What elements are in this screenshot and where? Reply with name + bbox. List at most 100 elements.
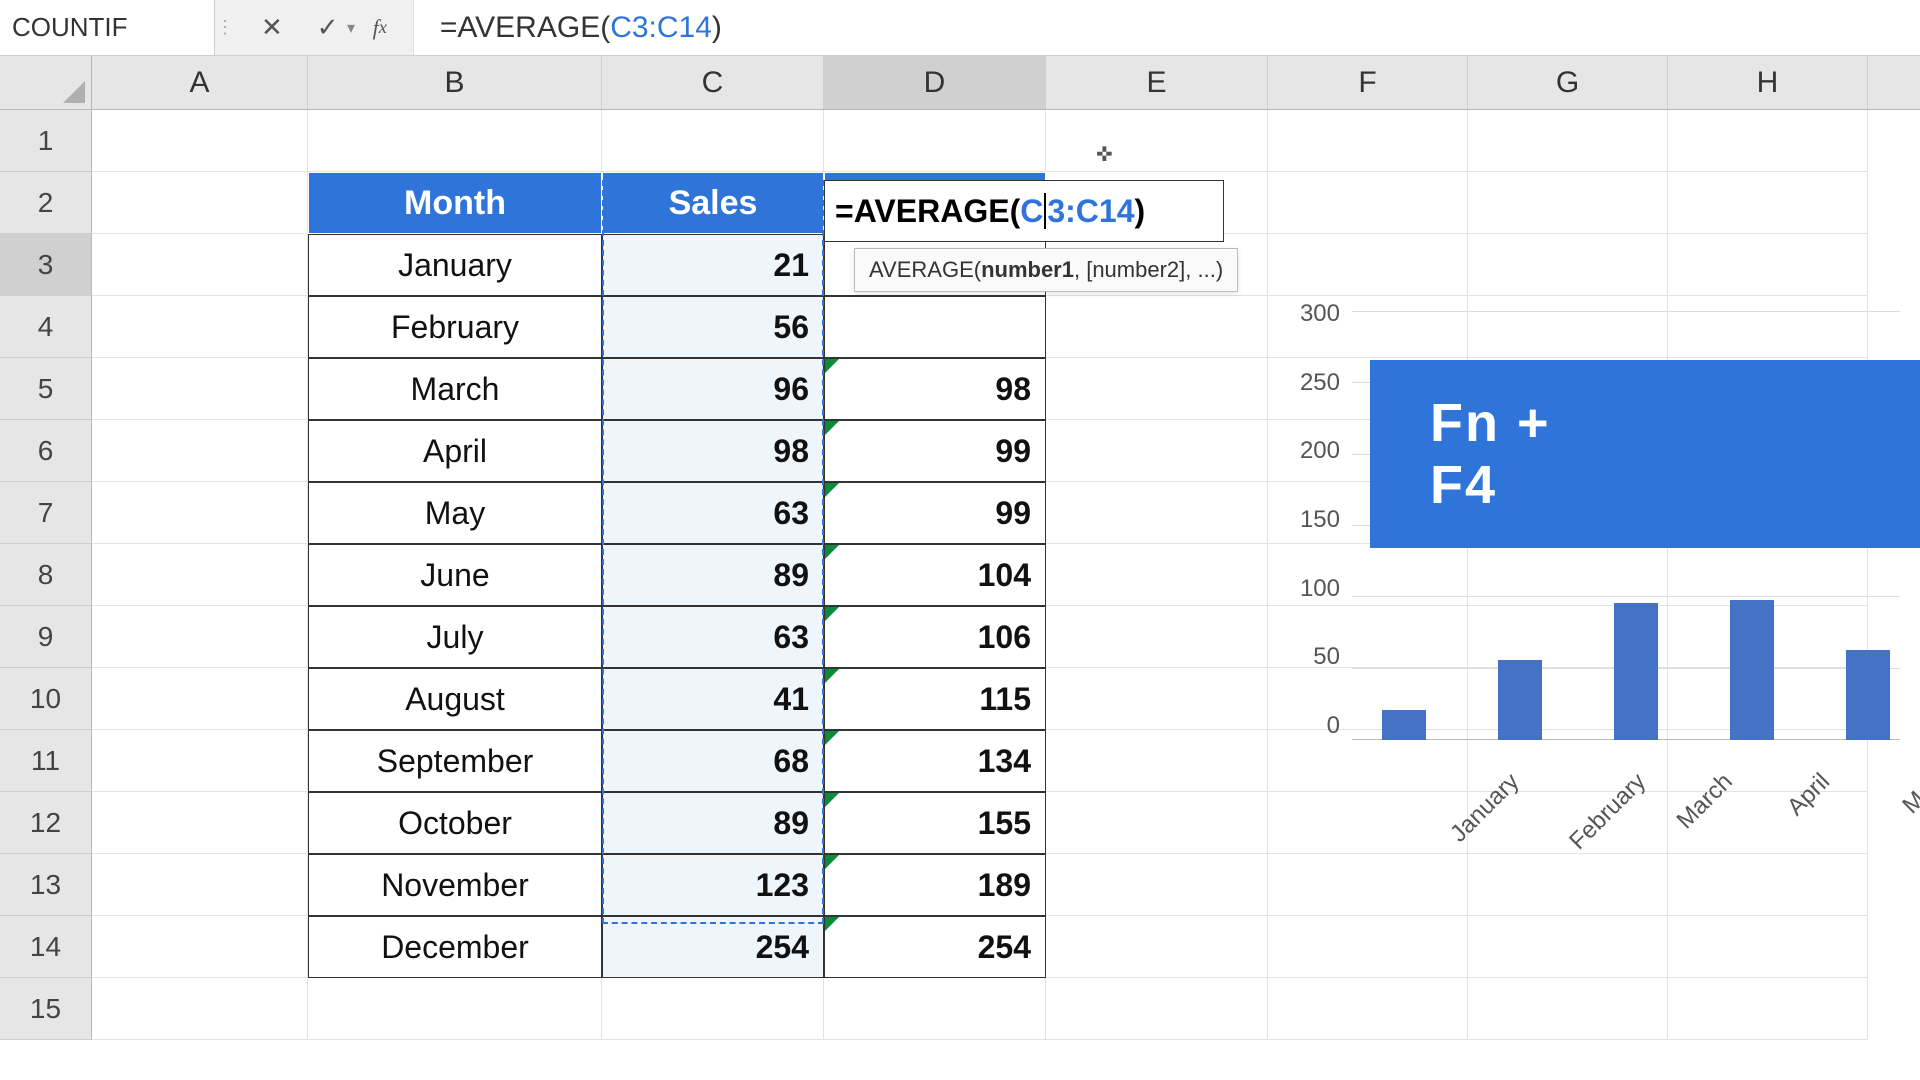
cell-C14[interactable]: 254 xyxy=(602,916,824,978)
cell-C15[interactable] xyxy=(602,978,824,1040)
cell-C12[interactable]: 89 xyxy=(602,792,824,854)
cell-G2[interactable] xyxy=(1468,172,1668,234)
cell-D1[interactable] xyxy=(824,110,1046,172)
cell-H2[interactable] xyxy=(1668,172,1868,234)
column-header-C[interactable]: C xyxy=(602,56,824,109)
cell-D6[interactable]: 99 xyxy=(824,420,1046,482)
cancel-formula-button[interactable]: ✕ xyxy=(261,12,283,43)
cell-A7[interactable] xyxy=(92,482,308,544)
cell-B4[interactable]: February xyxy=(308,296,602,358)
cell-B2[interactable]: Month xyxy=(308,172,602,234)
cell-D10[interactable]: 115 xyxy=(824,668,1046,730)
cell-C7[interactable]: 63 xyxy=(602,482,824,544)
cell-E5[interactable] xyxy=(1046,358,1268,420)
cell-C6[interactable]: 98 xyxy=(602,420,824,482)
chart-bar-february[interactable] xyxy=(1498,660,1542,740)
cell-A13[interactable] xyxy=(92,854,308,916)
column-header-B[interactable]: B xyxy=(308,56,602,109)
cell-C8[interactable]: 89 xyxy=(602,544,824,606)
cell-G15[interactable] xyxy=(1468,978,1668,1040)
cell-A6[interactable] xyxy=(92,420,308,482)
row-header-12[interactable]: 12 xyxy=(0,792,92,854)
cell-C11[interactable]: 68 xyxy=(602,730,824,792)
row-header-8[interactable]: 8 xyxy=(0,544,92,606)
cell-G3[interactable] xyxy=(1468,234,1668,296)
select-all-corner[interactable] xyxy=(0,56,92,109)
cell-B6[interactable]: April xyxy=(308,420,602,482)
row-header-13[interactable]: 13 xyxy=(0,854,92,916)
confirm-formula-button[interactable]: ✓ xyxy=(317,12,339,43)
cell-E14[interactable] xyxy=(1046,916,1268,978)
cell-F14[interactable] xyxy=(1268,916,1468,978)
cell-A1[interactable] xyxy=(92,110,308,172)
cell-F1[interactable] xyxy=(1268,110,1468,172)
cell-F15[interactable] xyxy=(1268,978,1468,1040)
cell-A5[interactable] xyxy=(92,358,308,420)
cell-E7[interactable] xyxy=(1046,482,1268,544)
row-header-7[interactable]: 7 xyxy=(0,482,92,544)
cell-D7[interactable]: 99 xyxy=(824,482,1046,544)
row-header-15[interactable]: 15 xyxy=(0,978,92,1040)
row-header-2[interactable]: 2 xyxy=(0,172,92,234)
cell-D9[interactable]: 106 xyxy=(824,606,1046,668)
cell-E8[interactable] xyxy=(1046,544,1268,606)
cell-A2[interactable] xyxy=(92,172,308,234)
cell-E15[interactable] xyxy=(1046,978,1268,1040)
cell-H3[interactable] xyxy=(1668,234,1868,296)
cell-A11[interactable] xyxy=(92,730,308,792)
chart-bar-april[interactable] xyxy=(1730,600,1774,740)
row-header-4[interactable]: 4 xyxy=(0,296,92,358)
cell-E6[interactable] xyxy=(1046,420,1268,482)
cell-B1[interactable] xyxy=(308,110,602,172)
cell-B12[interactable]: October xyxy=(308,792,602,854)
row-header-3[interactable]: 3 xyxy=(0,234,92,296)
column-header-G[interactable]: G xyxy=(1468,56,1668,109)
cell-B14[interactable]: December xyxy=(308,916,602,978)
cell-C13[interactable]: 123 xyxy=(602,854,824,916)
name-box-wrapper[interactable]: ▾ xyxy=(0,0,215,55)
cell-C4[interactable]: 56 xyxy=(602,296,824,358)
cell-D15[interactable] xyxy=(824,978,1046,1040)
cell-A3[interactable] xyxy=(92,234,308,296)
cell-A9[interactable] xyxy=(92,606,308,668)
row-header-11[interactable]: 11 xyxy=(0,730,92,792)
row-header-14[interactable]: 14 xyxy=(0,916,92,978)
cell-F13[interactable] xyxy=(1268,854,1468,916)
cell-D12[interactable]: 155 xyxy=(824,792,1046,854)
cell-A4[interactable] xyxy=(92,296,308,358)
chart-bar-january[interactable] xyxy=(1382,710,1426,740)
column-header-A[interactable]: A xyxy=(92,56,308,109)
column-header-E[interactable]: E xyxy=(1046,56,1268,109)
cell-C2[interactable]: Sales xyxy=(602,172,824,234)
cell-E13[interactable] xyxy=(1046,854,1268,916)
cell-E1[interactable] xyxy=(1046,110,1268,172)
cell-F3[interactable] xyxy=(1268,234,1468,296)
cell-D4[interactable] xyxy=(824,296,1046,358)
cell-B15[interactable] xyxy=(308,978,602,1040)
row-header-9[interactable]: 9 xyxy=(0,606,92,668)
cell-B7[interactable]: May xyxy=(308,482,602,544)
cell-C9[interactable]: 63 xyxy=(602,606,824,668)
cell-E11[interactable] xyxy=(1046,730,1268,792)
cell-A14[interactable] xyxy=(92,916,308,978)
cell-B3[interactable]: January xyxy=(308,234,602,296)
column-header-F[interactable]: F xyxy=(1268,56,1468,109)
cell-G14[interactable] xyxy=(1468,916,1668,978)
column-header-H[interactable]: H xyxy=(1668,56,1868,109)
cell-C10[interactable]: 41 xyxy=(602,668,824,730)
cell-E4[interactable] xyxy=(1046,296,1268,358)
cell-D11[interactable]: 134 xyxy=(824,730,1046,792)
cell-H15[interactable] xyxy=(1668,978,1868,1040)
cell-B13[interactable]: November xyxy=(308,854,602,916)
cell-E9[interactable] xyxy=(1046,606,1268,668)
cell-D8[interactable]: 104 xyxy=(824,544,1046,606)
cell-E10[interactable] xyxy=(1046,668,1268,730)
column-header-D[interactable]: D xyxy=(824,56,1046,109)
row-header-5[interactable]: 5 xyxy=(0,358,92,420)
cell-B9[interactable]: July xyxy=(308,606,602,668)
cell-F2[interactable] xyxy=(1268,172,1468,234)
row-header-6[interactable]: 6 xyxy=(0,420,92,482)
cell-C1[interactable] xyxy=(602,110,824,172)
cell-G13[interactable] xyxy=(1468,854,1668,916)
cell-D14[interactable]: 254 xyxy=(824,916,1046,978)
